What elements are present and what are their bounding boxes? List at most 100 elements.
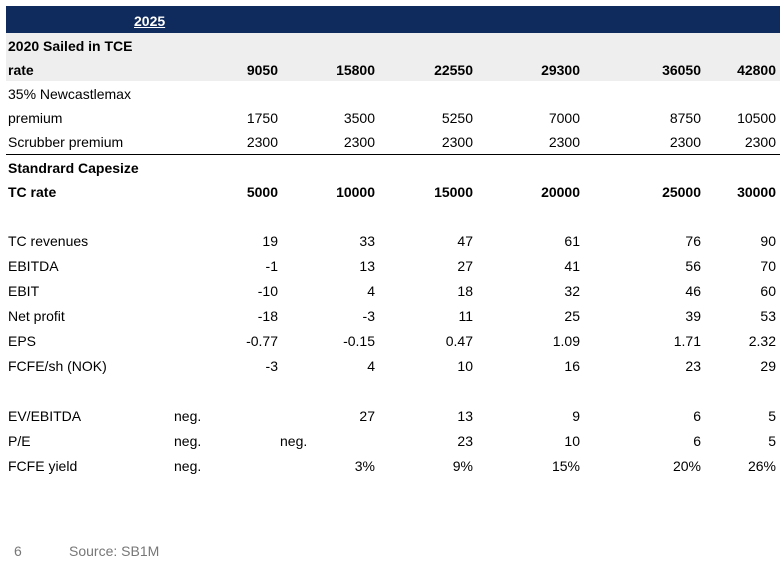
year-label: 2025: [134, 13, 166, 29]
value-cell: 2300: [246, 134, 278, 150]
row-label: Net profit: [8, 308, 65, 324]
page-number: 6: [14, 543, 22, 559]
value-cell: 70: [760, 258, 776, 274]
value-cell: 25: [564, 308, 580, 324]
table-row: FCFE/sh (NOK) -3 4 10 16 23 29: [6, 353, 780, 378]
value-cell: 5: [768, 433, 776, 449]
value-cell: 23: [685, 358, 701, 374]
value-cell: 30000: [737, 184, 776, 200]
value-cell: 18: [457, 283, 473, 299]
capesize-values-row: TC rate 5000 10000 15000 20000 25000 300…: [6, 179, 780, 203]
value-cell: 6: [693, 408, 701, 424]
table-row: Net profit -18 -3 11 25 39 53: [6, 303, 780, 328]
sailed-label-line1: 2020 Sailed in TCE: [8, 38, 133, 54]
newcastlemax-values-row: premium 1750 3500 5250 7000 8750 10500: [6, 105, 780, 129]
sailed-values-row: rate 9050 15800 22550 29300 36050 42800: [6, 57, 780, 81]
neg-marker: neg.: [174, 458, 202, 474]
capesize-label-line1: Standrard Capesize: [8, 160, 139, 176]
value-cell: 13: [359, 258, 375, 274]
row-label: EPS: [8, 333, 37, 349]
row-label: P/E: [8, 433, 31, 449]
sailed-rate-block: 2020 Sailed in TCE rate 9050 15800 22550…: [6, 33, 780, 81]
value-cell: 76: [685, 233, 701, 249]
row-label: EV/EBITDA: [8, 408, 82, 424]
financials-block: TC revenues 19 33 47 61 76 90 EBITDA -1 13 27 41 56 7…: [6, 228, 780, 378]
value-cell: 20%: [672, 458, 701, 474]
value-cell: 11: [458, 308, 473, 324]
value-cell: 33: [359, 233, 375, 249]
value-cell: 7000: [548, 110, 580, 126]
value-cell: 90: [760, 233, 776, 249]
value-cell: 10: [457, 358, 473, 374]
value-cell: 20000: [541, 184, 580, 200]
value-cell: 19: [262, 233, 278, 249]
table-row: FCFE yield neg. 3% 9% 15% 20% 26%: [6, 453, 780, 478]
row-label: FCFE yield: [8, 458, 78, 474]
row-label: EBIT: [8, 283, 40, 299]
neg-marker: neg.: [174, 408, 202, 424]
value-cell: 32: [564, 283, 580, 299]
value-cell: 9050: [246, 62, 278, 78]
neg-marker: neg.: [280, 433, 308, 449]
value-cell: 13: [457, 408, 473, 424]
value-cell: 46: [685, 283, 701, 299]
neg-marker: neg.: [174, 433, 202, 449]
scrubber-label: Scrubber premium: [8, 134, 124, 150]
value-cell: 15000: [434, 184, 473, 200]
value-cell: 5250: [441, 110, 473, 126]
table-row: TC revenues 19 33 47 61 76 90: [6, 228, 780, 253]
row-label: EBITDA: [8, 258, 59, 274]
value-cell: 10000: [336, 184, 375, 200]
value-cell: 27: [457, 258, 473, 274]
value-cell: 2300: [343, 134, 375, 150]
table-row: EBITDA -1 13 27 41 56 70: [6, 253, 780, 278]
value-cell: 29300: [541, 62, 580, 78]
value-cell: -18: [257, 308, 278, 324]
value-cell: 3%: [354, 458, 375, 474]
value-cell: 1.09: [552, 333, 580, 349]
sailed-label-line2: rate: [8, 62, 34, 78]
value-cell: 56: [685, 258, 701, 274]
value-cell: 26%: [747, 458, 776, 474]
value-cell: 6: [693, 433, 701, 449]
value-cell: 3500: [343, 110, 375, 126]
value-cell: -1: [265, 258, 278, 274]
value-cell: 41: [564, 258, 580, 274]
value-cell: 60: [760, 283, 776, 299]
value-cell: 61: [564, 233, 580, 249]
value-cell: 2300: [669, 134, 701, 150]
value-cell: 9: [572, 408, 580, 424]
value-cell: 23: [457, 433, 473, 449]
value-cell: 1750: [246, 110, 278, 126]
table-row: EBIT -10 4 18 32 46 60: [6, 278, 780, 303]
value-cell: -3: [362, 308, 375, 324]
value-cell: -10: [257, 283, 278, 299]
value-cell: 5: [768, 408, 776, 424]
value-cell: -0.15: [343, 333, 375, 349]
value-cell: -0.77: [246, 333, 278, 349]
row-label: FCFE/sh (NOK): [8, 358, 107, 374]
value-cell: 2300: [744, 134, 776, 150]
table-row: EV/EBITDA neg. 27 13 9 6 5: [6, 403, 780, 428]
value-cell: 2300: [441, 134, 473, 150]
capesize-label-line2: TC rate: [8, 184, 57, 200]
value-cell: 36050: [662, 62, 701, 78]
value-cell: 29: [760, 358, 776, 374]
value-cell: 16: [564, 358, 580, 374]
scrubber-row: Scrubber premium 2300 2300 2300 2300 230…: [6, 129, 780, 155]
value-cell: 42800: [737, 62, 776, 78]
newcastlemax-label-line2: premium: [8, 110, 63, 126]
value-cell: 27: [359, 408, 375, 424]
value-cell: 10500: [737, 110, 776, 126]
value-cell: 2300: [548, 134, 580, 150]
newcastlemax-label-line1: 35% Newcastlemax: [8, 86, 131, 102]
value-cell: 39: [685, 308, 701, 324]
value-cell: -3: [265, 358, 278, 374]
value-cell: 10: [564, 433, 580, 449]
table-row: EPS -0.77 -0.15 0.47 1.09 1.71 2.32: [6, 328, 780, 353]
value-cell: 22550: [434, 62, 473, 78]
value-cell: 4: [367, 358, 375, 374]
valuation-block: EV/EBITDA neg. 27 13 9 6 5 P/E neg. neg. 23 10 6 5 FCF…: [6, 403, 780, 478]
value-cell: 0.47: [445, 333, 473, 349]
table-row: P/E neg. neg. 23 10 6 5: [6, 428, 780, 453]
